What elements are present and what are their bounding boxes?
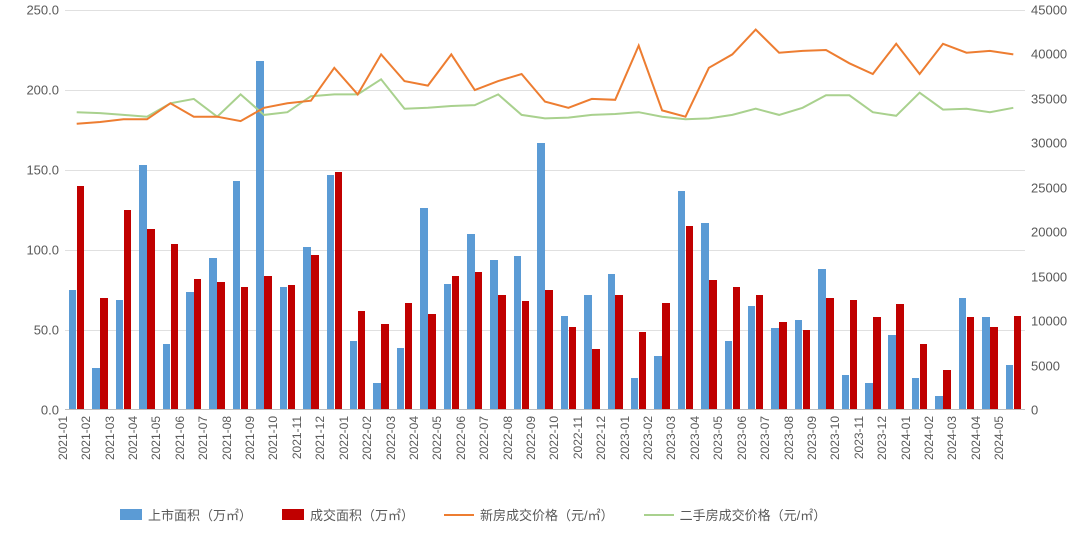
x-tick-label: 2021-09: [243, 416, 257, 460]
x-tick-label: 2022-01: [337, 416, 351, 460]
legend-item: 成交面积（万㎡）: [282, 505, 414, 524]
x-tick-label: 2022-12: [594, 416, 608, 460]
x-tick-label: 2021-08: [220, 416, 234, 460]
y-right-tick-label: 15000: [1031, 269, 1067, 284]
y-right-tick-label: 20000: [1031, 225, 1067, 240]
x-tick-label: 2023-06: [735, 416, 749, 460]
x-tick-label: 2023-07: [758, 416, 772, 460]
y-left-tick-label: 250.0: [26, 3, 59, 18]
y-right-tick-label: 0: [1031, 403, 1038, 418]
y-left-tick-label: 150.0: [26, 163, 59, 178]
x-tick-label: 2023-11: [852, 416, 866, 459]
y-left-tick-label: 100.0: [26, 243, 59, 258]
x-tick-label: 2022-10: [547, 416, 561, 460]
legend-swatch-line: [644, 514, 674, 516]
legend-item: 新房成交价格（元/㎡）: [444, 505, 614, 524]
x-tick-label: 2022-05: [430, 416, 444, 460]
x-tick-label: 2021-10: [266, 416, 280, 460]
legend-swatch-box: [120, 509, 142, 520]
legend-item: 二手房成交价格（元/㎡）: [644, 505, 827, 524]
legend-label: 二手房成交价格（元/㎡）: [680, 505, 827, 524]
x-tick-label: 2022-08: [501, 416, 515, 460]
x-tick-label: 2022-07: [477, 416, 491, 460]
legend-swatch-line: [444, 514, 474, 516]
x-tick-label: 2021-01: [56, 416, 70, 460]
x-tick-label: 2021-05: [149, 416, 163, 460]
x-tick-label: 2024-02: [922, 416, 936, 460]
x-tick-label: 2022-03: [384, 416, 398, 460]
x-tick-label: 2022-11: [571, 416, 585, 459]
x-axis-line: [65, 409, 1025, 410]
x-tick-label: 2023-12: [875, 416, 889, 460]
x-tick-label: 2023-01: [618, 416, 632, 460]
x-tick-label: 2022-09: [524, 416, 538, 460]
x-tick-label: 2024-04: [969, 416, 983, 460]
x-tick-label: 2021-04: [126, 416, 140, 460]
x-tick-label: 2021-11: [290, 416, 304, 459]
legend-item: 上市面积（万㎡）: [120, 505, 252, 524]
y-right-tick-label: 45000: [1031, 3, 1067, 18]
legend-label: 成交面积（万㎡）: [310, 505, 414, 524]
y-right-tick-label: 5000: [1031, 358, 1060, 373]
x-tick-label: 2021-12: [313, 416, 327, 460]
legend-label: 上市面积（万㎡）: [148, 505, 252, 524]
y-right-tick-label: 10000: [1031, 314, 1067, 329]
chart-container: 0.050.0100.0150.0200.0250.0 050001000015…: [0, 0, 1080, 539]
legend-label: 新房成交价格（元/㎡）: [480, 505, 614, 524]
x-tick-label: 2023-05: [711, 416, 725, 460]
x-tick-label: 2022-06: [454, 416, 468, 460]
x-tick-label: 2021-06: [173, 416, 187, 460]
legend-swatch-box: [282, 509, 304, 520]
x-tick-label: 2023-03: [664, 416, 678, 460]
y-right-tick-label: 30000: [1031, 136, 1067, 151]
x-tick-label: 2021-07: [196, 416, 210, 460]
x-tick-label: 2024-01: [899, 416, 913, 460]
x-tick-label: 2021-02: [79, 416, 93, 460]
y-left-tick-label: 50.0: [34, 323, 59, 338]
x-tick-label: 2024-03: [945, 416, 959, 460]
x-tick-label: 2023-09: [805, 416, 819, 460]
x-tick-label: 2022-04: [407, 416, 421, 460]
x-tick-label: 2023-08: [782, 416, 796, 460]
x-tick-label: 2023-04: [688, 416, 702, 460]
y-right-tick-label: 35000: [1031, 91, 1067, 106]
x-tick-label: 2021-03: [103, 416, 117, 460]
y-left-tick-label: 200.0: [26, 83, 59, 98]
x-tick-label: 2023-10: [828, 416, 842, 460]
line-secondhand-price: [77, 79, 1014, 119]
line-newhouse-price: [77, 30, 1014, 124]
y-right-tick-label: 40000: [1031, 47, 1067, 62]
x-tick-label: 2023-02: [641, 416, 655, 460]
plot-area: [65, 10, 1025, 410]
legend: 上市面积（万㎡） 成交面积（万㎡） 新房成交价格（元/㎡） 二手房成交价格（元/㎡）: [120, 505, 826, 524]
x-tick-label: 2022-02: [360, 416, 374, 460]
x-tick-label: 2024-05: [992, 416, 1006, 460]
y-right-tick-label: 25000: [1031, 180, 1067, 195]
lines-layer: [65, 10, 1025, 410]
